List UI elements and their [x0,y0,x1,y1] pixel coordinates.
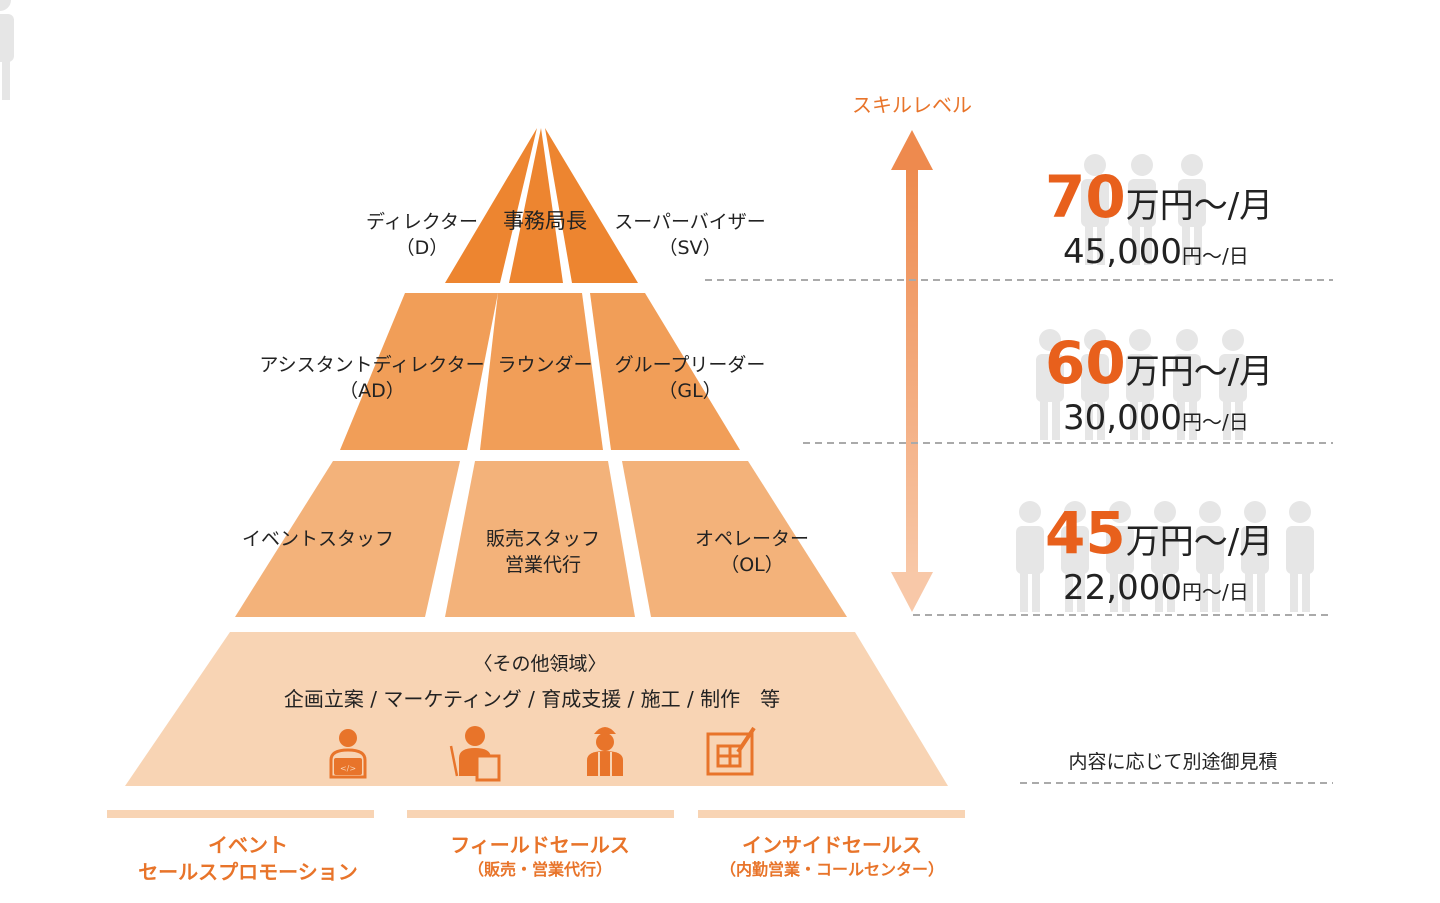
svg-text:22,000円～/日: 22,000円～/日 [1063,568,1249,608]
label-rounder: ラウンダー [497,354,592,376]
base-title: 〈その他領域〉 [473,653,606,675]
category-bar-inside [698,810,965,818]
price-tier-1: 70万円～/月 45,000円～/日 [1045,163,1273,272]
svg-text:30,000円～/日: 30,000円～/日 [1063,398,1249,438]
tier-1 [445,128,638,283]
tier-3-center-block [445,461,635,617]
skill-level-arrow-icon [891,130,933,612]
people-silhouettes-icon [0,0,1314,612]
label-group-leader: グループリーダー（GL） [615,354,766,402]
category-bar-event [107,810,374,818]
svg-text:</>: </> [340,764,356,773]
blueprint-icon [706,726,756,776]
construction-worker-icon [587,727,623,776]
tier-3-left-block [235,461,460,617]
tier-1-center-block [509,128,563,283]
label-secretary-general: 事務局長 [503,209,587,233]
estimate-note: 内容に応じて別途御見積 [1068,751,1277,773]
skill-level-label: スキルレベル [852,93,972,117]
svg-text:45,000円～/日: 45,000円～/日 [1063,232,1249,272]
category-field-sales: フィールドセールス [450,833,630,857]
svg-text:70万円～/月: 70万円～/月 [1045,163,1273,231]
category-inside-sales: インサイドセールス [742,833,922,857]
tier-3-right-block [622,461,847,617]
tier-1-left-block [445,128,537,283]
label-assistant-director: アシスタントディレクター（AD） [259,354,484,402]
tier-2 [340,293,740,450]
tier-3 [235,461,847,617]
price-tier-2: 60万円～/月 30,000円～/日 [1045,329,1273,438]
label-event-staff: イベントスタッフ [242,528,394,550]
base-items: 企画立案 / マーケティング / 育成支援 / 施工 / 制作 等 [284,687,780,711]
tier-2-right-block [590,293,740,450]
svg-text:60万円～/月: 60万円～/月 [1045,329,1273,397]
svg-text:45万円～/月: 45万円～/月 [1045,499,1273,567]
price-tier-3: 45万円～/月 22,000円～/日 [1045,499,1273,608]
label-sales-staff: 販売スタッフ営業代行 [486,528,600,576]
teacher-icon [449,726,501,782]
category-field-sales-sub: （販売・営業代行） [468,860,612,879]
label-operator: オペレーター（OL） [695,528,809,576]
category-inside-sales-sub: （内勤営業・コールセンター） [720,860,944,879]
label-supervisor: スーパーバイザー（SV） [614,211,766,259]
category-event-sales-promotion: イベントセールスプロモーション [138,833,358,884]
tier-2-left-block [340,293,498,450]
programmer-icon: </> [329,729,367,779]
tier-1-right-block [545,128,638,283]
tier-2-center-block [480,293,603,450]
category-bar-field [407,810,674,818]
label-director: ディレクター（D） [366,211,478,259]
